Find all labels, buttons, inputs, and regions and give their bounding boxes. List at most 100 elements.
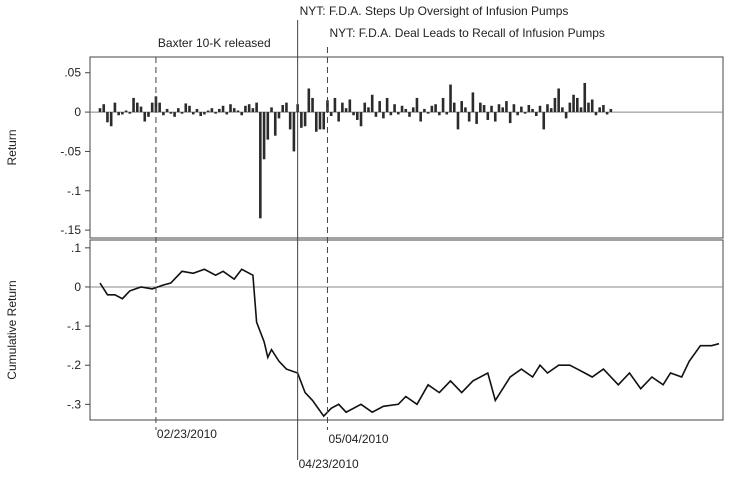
event-annotation: Baxter 10-K released: [158, 36, 271, 50]
return-bar: [408, 112, 411, 117]
return-bar: [374, 112, 378, 117]
return-bar: [579, 107, 583, 113]
return-bar: [262, 112, 266, 160]
return-bar: [415, 97, 419, 113]
return-bar: [292, 112, 296, 152]
return-bar: [479, 102, 482, 113]
return-bar: [326, 100, 329, 113]
return-bar: [367, 107, 370, 113]
return-bar: [564, 112, 568, 119]
event-date-label: 02/23/2010: [157, 427, 217, 441]
return-bar: [352, 112, 355, 116]
cumulative-return-line: [99, 268, 720, 418]
return-bar: [493, 112, 497, 122]
cumulative-y-tick-label: .1: [71, 241, 81, 255]
return-bar: [165, 108, 169, 113]
return-y-axis: .05 0 -.05 -.1 -.15: [60, 66, 90, 237]
return-bar: [158, 102, 161, 113]
return-bar: [214, 112, 217, 114]
return-bar: [419, 112, 422, 122]
return-bar: [98, 108, 102, 113]
event-date-label: 04/23/2010: [299, 457, 359, 471]
return-bar: [516, 112, 519, 116]
return-bar: [188, 105, 191, 113]
return-bar: [505, 101, 508, 113]
return-y-tick-label: -.05: [60, 144, 81, 158]
return-bar: [247, 104, 251, 113]
return-bar: [132, 97, 135, 113]
return-bar: [609, 108, 613, 113]
return-bar: [229, 104, 232, 113]
return-bar: [438, 112, 441, 116]
return-bar: [411, 107, 415, 113]
event-annotations: Baxter 10-K released NYT: F.D.A. Steps Up…: [158, 4, 605, 50]
return-bar: [199, 112, 202, 117]
cumulative-y-tick-label: 0: [74, 280, 81, 294]
return-bar: [348, 99, 352, 113]
cumulative-return-panel: .1 0 -.1 -.2 -.3 Cumulative Return: [5, 239, 724, 421]
return-bar: [464, 107, 467, 113]
return-bar: [318, 112, 322, 130]
return-bar: [449, 84, 452, 113]
return-bar: [508, 112, 512, 124]
return-bar: [423, 108, 426, 113]
return-bar: [311, 97, 314, 113]
return-bar: [576, 97, 579, 113]
return-bar: [378, 101, 381, 113]
return-bar: [210, 108, 214, 113]
return-bar: [397, 112, 400, 115]
event-date-label: 05/04/2010: [328, 432, 388, 446]
return-bar: [270, 107, 273, 113]
return-bar: [177, 108, 180, 113]
return-bar: [225, 112, 229, 115]
return-bar: [594, 112, 598, 116]
return-bar: [106, 112, 109, 123]
cumulative-y-tick-label: -.3: [67, 397, 81, 411]
return-y-tick-label: 0: [74, 105, 81, 119]
return-bar: [300, 112, 303, 128]
return-bar: [370, 94, 374, 113]
return-bar: [497, 104, 501, 113]
return-bar: [385, 97, 389, 113]
return-bar: [523, 112, 527, 114]
cumulative-y-axis-label: Cumulative Return: [5, 280, 19, 379]
return-bar: [538, 105, 542, 113]
return-bar: [273, 112, 277, 136]
return-bar: [598, 107, 601, 113]
return-bar: [542, 112, 546, 130]
return-bar: [251, 108, 255, 113]
return-bar: [139, 106, 143, 113]
return-bar: [475, 112, 478, 124]
return-bar: [363, 102, 367, 113]
return-bar: [445, 112, 449, 115]
return-bar: [329, 112, 333, 117]
return-bar: [143, 112, 147, 122]
return-bar: [285, 102, 288, 113]
return-bar: [561, 107, 564, 113]
return-bar: [314, 112, 318, 132]
return-bar: [195, 108, 199, 113]
return-bar: [180, 112, 184, 114]
return-bar: [382, 112, 385, 119]
return-bar: [232, 108, 236, 113]
return-bar: [359, 112, 363, 127]
return-bar: [173, 112, 176, 117]
return-bar: [255, 102, 258, 113]
return-bar: [553, 97, 557, 113]
return-bar: [322, 112, 326, 130]
return-bar: [393, 104, 396, 113]
return-bar: [288, 112, 292, 130]
return-bar: [135, 102, 139, 113]
return-bar: [549, 108, 553, 113]
return-bar: [531, 108, 534, 113]
return-bar: [400, 105, 404, 113]
return-bar: [341, 102, 344, 113]
return-bar: [154, 96, 158, 113]
return-bar: [605, 112, 609, 115]
return-bar: [117, 112, 120, 116]
return-bar: [337, 112, 340, 122]
return-bar: [221, 105, 225, 113]
return-bar: [471, 92, 475, 113]
return-bar: [501, 107, 505, 113]
